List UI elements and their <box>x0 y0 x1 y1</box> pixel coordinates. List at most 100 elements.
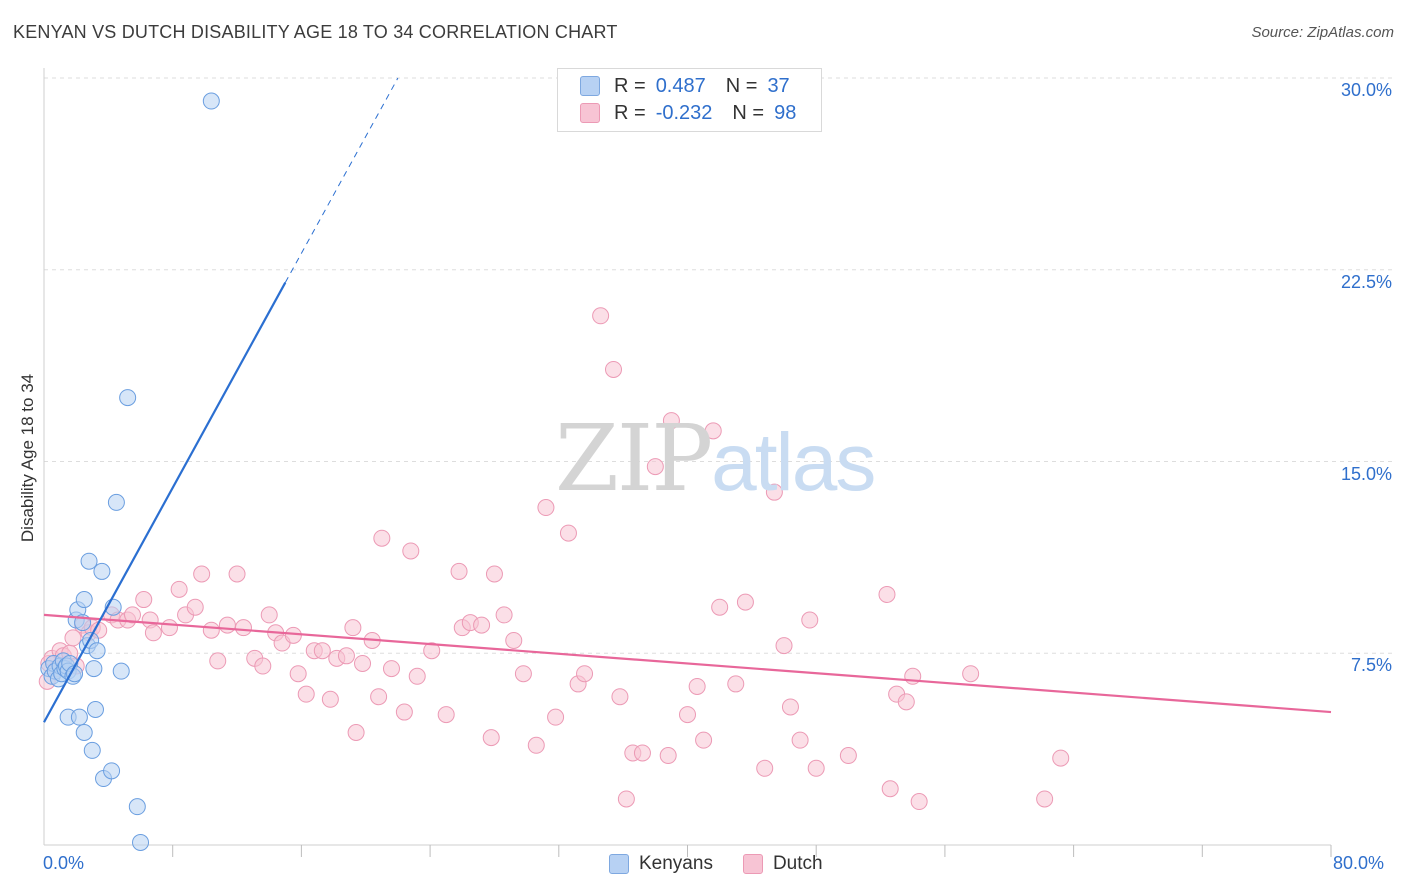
watermark: ZIPatlas <box>555 405 876 512</box>
dutch-point <box>373 529 391 547</box>
kenyans-swatch <box>580 76 600 96</box>
dutch-point <box>962 665 980 683</box>
r-label: R = <box>614 101 646 124</box>
y-tick-label: 30.0% <box>1340 80 1392 100</box>
kenyans-point <box>107 493 125 511</box>
dutch-point <box>791 731 809 749</box>
dutch-point <box>839 747 857 765</box>
dutch-legend-label: Dutch <box>772 853 823 874</box>
y-tick-label: 15.0% <box>1340 463 1392 484</box>
kenyans-legend-swatch <box>609 854 629 874</box>
trend-lines <box>43 77 1332 723</box>
dutch-point <box>695 731 713 749</box>
legend-row-dutch: R = -0.232 N = 98 <box>580 101 796 125</box>
dutch-point <box>473 616 491 634</box>
kenyans-point <box>132 833 150 851</box>
dutch-point <box>559 524 577 542</box>
dutch-point <box>382 660 400 678</box>
dutch-point <box>514 665 532 683</box>
dutch-point <box>160 619 178 637</box>
dutch-point <box>807 759 825 777</box>
dutch-point <box>576 665 594 683</box>
dutch-point <box>202 621 220 639</box>
dutch-point <box>646 458 664 476</box>
kenyans-point <box>119 389 137 407</box>
dutch-point <box>482 729 500 747</box>
legend-row-kenyans: R = 0.487 N = 37 <box>580 74 790 98</box>
dutch-point <box>1036 790 1054 808</box>
dutch-point <box>775 637 793 655</box>
dutch-point <box>495 606 513 624</box>
dutch-point <box>781 698 799 716</box>
dutch-point <box>537 499 555 517</box>
dutch-point <box>218 616 236 634</box>
dutch-point <box>679 706 696 724</box>
dutch-point <box>408 667 426 685</box>
dutch-point <box>1052 749 1070 767</box>
dutch-point <box>402 542 420 560</box>
y-tick-label: 22.5% <box>1340 271 1392 292</box>
kenyans-point <box>128 798 146 816</box>
kenyans-point <box>86 700 104 718</box>
data-points <box>38 92 1070 851</box>
dutch-point <box>170 580 188 598</box>
dutch-point <box>370 688 388 706</box>
dutch-point <box>711 598 729 616</box>
dutch-point <box>186 598 204 616</box>
dutch-point <box>135 591 153 609</box>
dutch-point <box>64 629 82 647</box>
kenyans-point <box>75 591 93 609</box>
kenyans-point <box>103 762 121 780</box>
dutch-point <box>423 642 441 660</box>
dutch-point <box>123 606 141 624</box>
dutch-point <box>193 565 211 583</box>
dutch-point <box>437 706 455 724</box>
kenyans-trend-line <box>43 282 287 723</box>
dutch-point <box>228 565 246 583</box>
dutch-point <box>897 693 915 711</box>
watermark-atlas: atlas <box>711 417 876 508</box>
kenyans-point <box>75 724 93 742</box>
dutch-r-value: -0.232 <box>655 101 713 124</box>
kenyans-legend-label: Kenyans <box>639 853 713 874</box>
dutch-trend-line <box>43 613 1332 714</box>
dutch-point <box>704 422 722 440</box>
legend-item-kenyans[interactable]: Kenyans <box>609 853 713 875</box>
dutch-point <box>297 685 315 703</box>
y-axis-label: Disability Age 18 to 34 <box>18 373 37 543</box>
r-label: R = <box>614 74 646 97</box>
kenyans-point <box>70 708 88 726</box>
dutch-point <box>611 688 629 706</box>
dutch-point <box>878 585 896 603</box>
kenyans-n-value: 37 <box>767 74 790 97</box>
dutch-point <box>633 744 651 762</box>
dutch-point <box>765 483 783 501</box>
dutch-point <box>881 780 899 798</box>
dutch-point <box>254 657 272 675</box>
n-label: N = <box>732 101 765 124</box>
dutch-point <box>395 703 413 721</box>
dutch-point <box>592 307 610 325</box>
dutch-point <box>604 360 622 378</box>
dutch-point <box>617 790 635 808</box>
kenyans-point <box>83 741 101 759</box>
kenyans-point <box>112 662 130 680</box>
x-tick-label-min: 0.0% <box>43 853 85 873</box>
dutch-point <box>321 690 339 708</box>
dutch-point <box>727 675 745 693</box>
dutch-point <box>450 562 468 580</box>
legend-item-dutch[interactable]: Dutch <box>742 853 823 875</box>
kenyans-point <box>85 660 103 678</box>
dutch-point <box>527 736 545 754</box>
dutch-point <box>736 593 754 611</box>
chart-title: KENYAN VS DUTCH DISABILITY AGE 18 TO 34 … <box>13 22 618 42</box>
gridlines <box>44 77 1392 654</box>
dutch-swatch <box>580 103 600 123</box>
x-tick-label-max: 80.0% <box>1333 853 1385 873</box>
axes <box>43 68 1332 857</box>
dutch-n-value: 98 <box>774 101 797 124</box>
dutch-point <box>234 619 252 637</box>
dutch-point <box>756 759 774 777</box>
dutch-point <box>347 724 365 742</box>
